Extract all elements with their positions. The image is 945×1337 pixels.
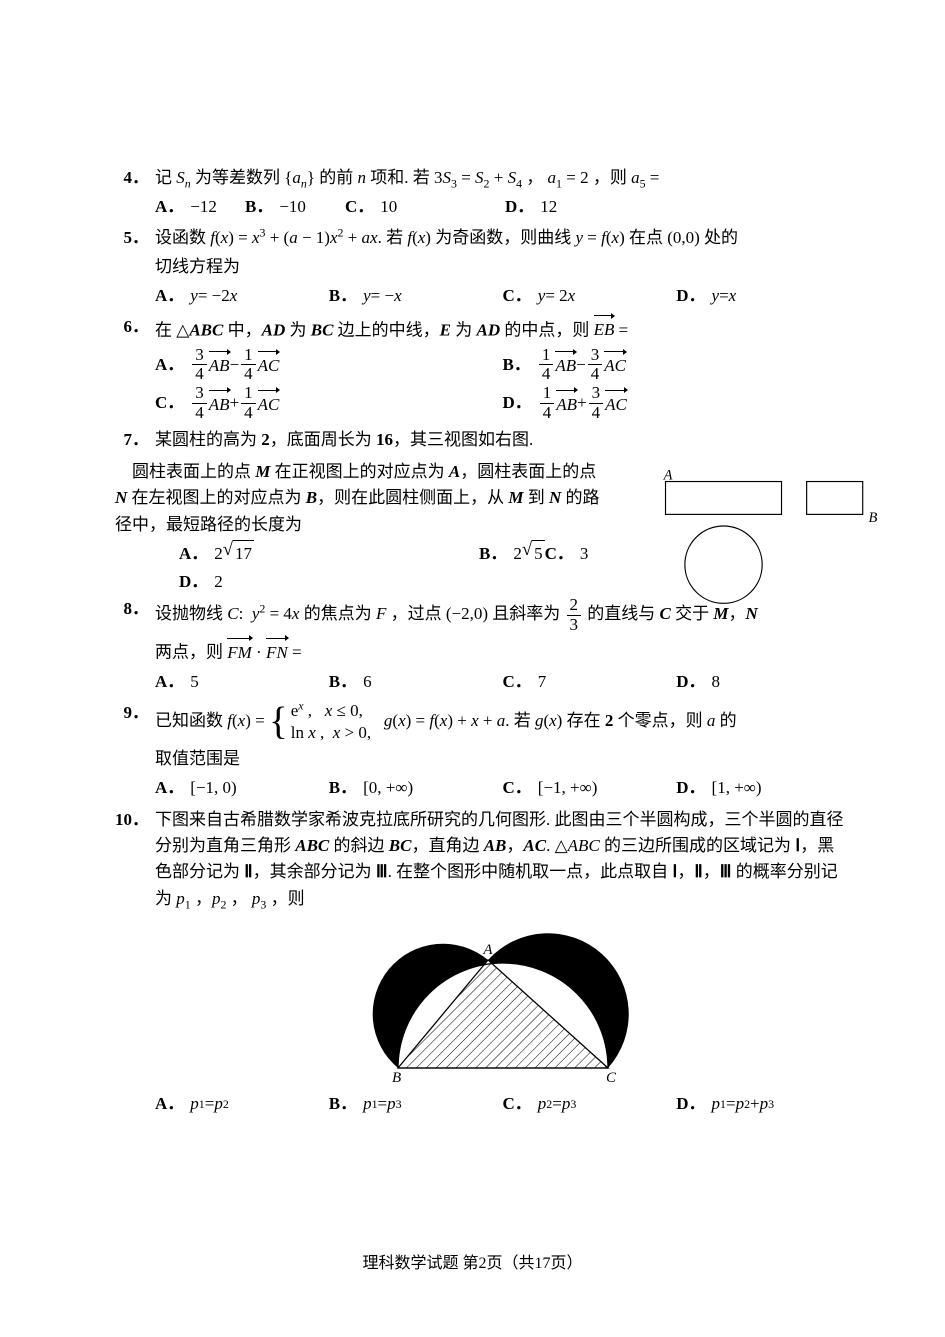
q8-opt-c: C．7 [503, 668, 677, 696]
q5-opt-b: B．y = −x [329, 282, 503, 310]
q7-opt-a: A．2√17 [179, 540, 479, 568]
q7-opt-d: D．2 [179, 568, 223, 596]
q10-opt-d: D．p1 = p2 + p3 [676, 1090, 850, 1118]
q6-options: A． 34AB − 14AC B． 14AB − 34AC C． 34AB + … [155, 346, 850, 423]
q10-label-c: C [606, 1070, 617, 1086]
q5-opt-d: D．y = x [676, 282, 850, 310]
q7-rect-front [666, 482, 782, 515]
q9-number: 9． [115, 700, 155, 803]
question-9: 9． 已知函数 f(x) = { ex , x ≤ 0, ln x , x > … [115, 700, 850, 803]
q5-options: A．y = −2x B．y = −x C．y = 2x D．y = x [155, 282, 850, 310]
q5-opt-a: A．y = −2x [155, 282, 329, 310]
q9-options: A．[−1, 0) B．[0, +∞) C．[−1, +∞) D．[1, +∞) [155, 775, 850, 803]
q10-options: A．p1 = p2 B．p1 = p3 C．p2 = p3 D．p1 = p2 … [155, 1090, 850, 1118]
q4-opt-c: C．10 [345, 193, 505, 221]
q6-opt-a: A． 34AB − 14AC [155, 346, 503, 384]
q6-opt-c: C． 34AB + 14AC [155, 384, 503, 422]
q4-opt-a: A．−12 [155, 193, 245, 221]
q7-number: 7． [115, 427, 155, 455]
question-4: 4． 记 Sn 为等差数列 {an} 的前 n 项和. 若 3S3 = S2 +… [115, 165, 850, 221]
q10-label-a: A [482, 942, 493, 958]
q8-stem-2: 两点，则 FM · FN = [155, 636, 850, 666]
q5-stem-2: 切线方程为 [155, 254, 850, 280]
question-5: 5． 设函数 f(x) = x3 + (a − 1)x2 + ax. 若 f(x… [115, 225, 850, 310]
q8-number: 8． [115, 596, 155, 696]
q10-figure: A B C [358, 918, 648, 1088]
page: 4． 记 Sn 为等差数列 {an} 的前 n 项和. 若 3S3 = S2 +… [0, 0, 945, 1337]
q4-opt-b: B．−10 [245, 193, 345, 221]
q7-figure: A B [650, 468, 885, 613]
q5-opt-c: C．y = 2x [503, 282, 677, 310]
q9-opt-a: A．[−1, 0) [155, 775, 329, 803]
q7-rect-side [807, 482, 863, 515]
q10-stem: 下图来自古希腊数学家希波克拉底所研究的几何图形. 此图由三个半圆构成，三个半圆的… [155, 807, 850, 912]
q6-body: 在 △ABC 中，AD 为 BC 边上的中线，E 为 AD 的中点，则 EB =… [155, 314, 850, 422]
q9-opt-c: C．[−1, +∞) [503, 775, 677, 803]
q10-body: 下图来自古希腊数学家希波克拉底所研究的几何图形. 此图由三个半圆构成，三个半圆的… [155, 807, 850, 1118]
q4-options: A．−12 B．−10 C．10 D．12 [155, 193, 850, 221]
q10-opt-a: A．p1 = p2 [155, 1090, 329, 1118]
q8-options: A．5 B．6 C．7 D．8 [155, 668, 850, 696]
q6-opt-d: D． 14AB + 34AC [503, 384, 851, 422]
q5-body: 设函数 f(x) = x3 + (a − 1)x2 + ax. 若 f(x) 为… [155, 225, 850, 310]
q7-label-b: B [869, 510, 878, 526]
q6-number: 6． [115, 314, 155, 422]
q5-stem: 设函数 f(x) = x3 + (a − 1)x2 + ax. 若 f(x) 为… [155, 225, 850, 251]
q9-stem: 已知函数 f(x) = { ex , x ≤ 0, ln x , x > 0, … [155, 700, 850, 744]
question-7: 7． 某圆柱的高为 2，底面周长为 16，其三视图如右图. [115, 427, 850, 455]
q8-opt-d: D．8 [676, 668, 850, 696]
q6-opt-b: B． 14AB − 34AC [503, 346, 851, 384]
q7-stem-1: 某圆柱的高为 2，底面周长为 16，其三视图如右图. [155, 427, 640, 453]
question-10: 10． 下图来自古希腊数学家希波克拉底所研究的几何图形. 此图由三个半圆构成，三… [115, 807, 850, 1118]
q4-number: 4． [115, 165, 155, 221]
q10-number: 10． [115, 807, 155, 1118]
q7-body: 某圆柱的高为 2，底面周长为 16，其三视图如右图. [155, 427, 850, 455]
question-6: 6． 在 △ABC 中，AD 为 BC 边上的中线，E 为 AD 的中点，则 E… [115, 314, 850, 422]
q10-opt-b: B．p1 = p3 [329, 1090, 503, 1118]
page-footer: 理科数学试题 第2页（共17页） [0, 1252, 945, 1277]
q4-body: 记 Sn 为等差数列 {an} 的前 n 项和. 若 3S3 = S2 + S4… [155, 165, 850, 221]
q9-body: 已知函数 f(x) = { ex , x ≤ 0, ln x , x > 0, … [155, 700, 850, 803]
q7-circle-top [685, 526, 762, 603]
q9-opt-b: B．[0, +∞) [329, 775, 503, 803]
q8-opt-b: B．6 [329, 668, 503, 696]
q4-opt-d: D．12 [505, 193, 557, 221]
q9-opt-d: D．[1, +∞) [676, 775, 850, 803]
q8-opt-a: A．5 [155, 668, 329, 696]
q6-stem: 在 △ABC 中，AD 为 BC 边上的中线，E 为 AD 的中点，则 EB = [155, 314, 850, 344]
q9-stem-2: 取值范围是 [155, 746, 850, 772]
q5-number: 5． [115, 225, 155, 310]
q4-stem: 记 Sn 为等差数列 {an} 的前 n 项和. 若 3S3 = S2 + S4… [155, 165, 850, 191]
q10-opt-c: C．p2 = p3 [503, 1090, 677, 1118]
q10-label-b: B [392, 1070, 401, 1086]
q7-opt-b: B．2√5 [479, 540, 545, 568]
